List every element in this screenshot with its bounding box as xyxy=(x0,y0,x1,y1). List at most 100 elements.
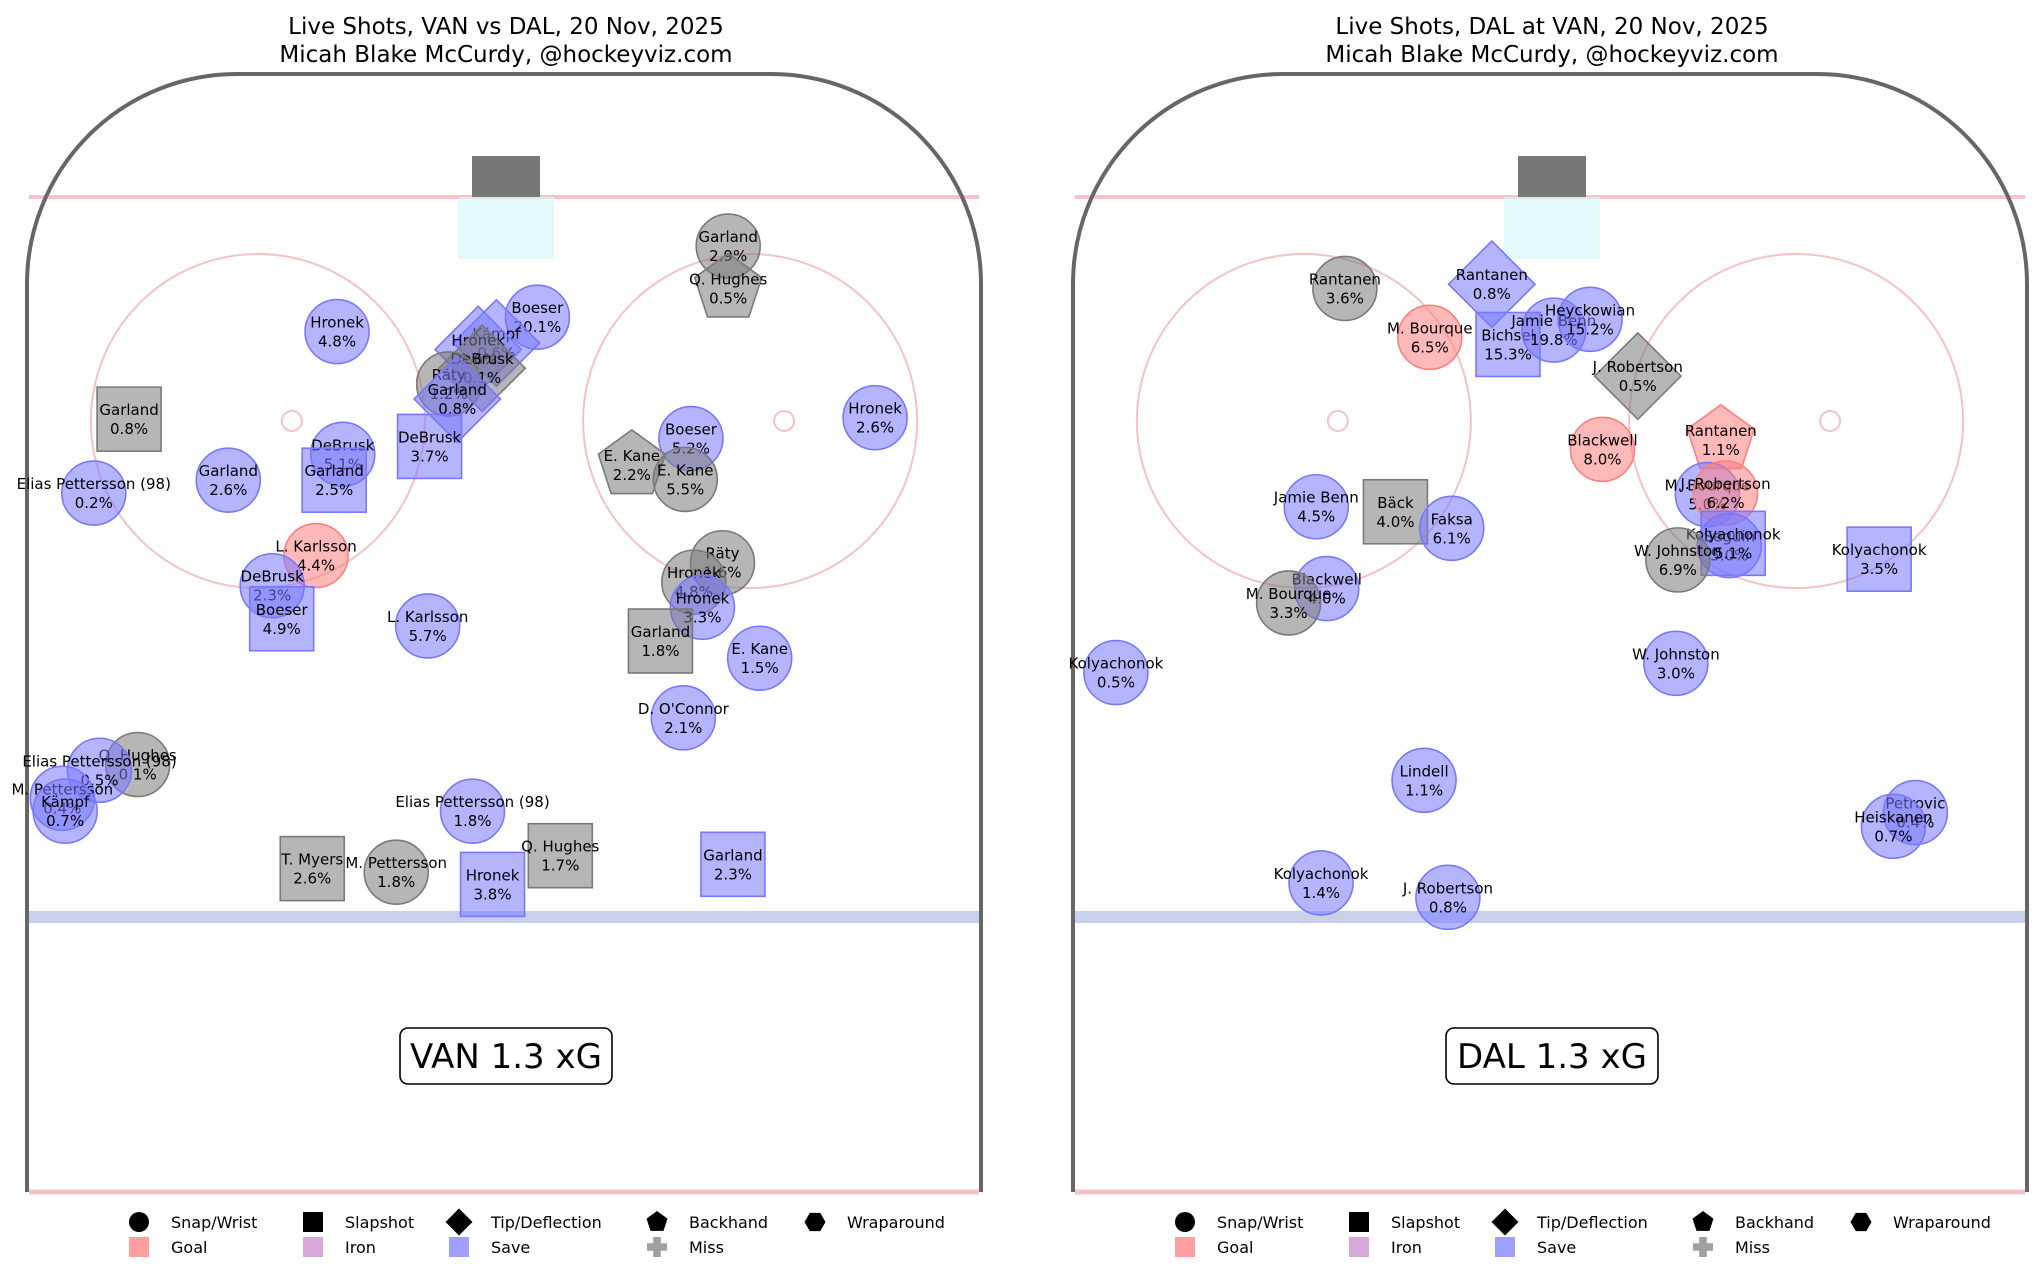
shot-xg-label: 4.0% xyxy=(1376,513,1414,531)
rink-surface xyxy=(1071,72,2029,1195)
rink-boards xyxy=(1071,72,2029,1192)
legend-diamond-icon xyxy=(445,1208,473,1236)
shot-pentagon-miss xyxy=(693,252,763,318)
shot-circle-goal xyxy=(1396,304,1463,371)
shot-xg-label: 1.5% xyxy=(741,659,779,677)
legend-label: Miss xyxy=(689,1238,724,1257)
shot-xg-label: 0.7% xyxy=(1874,827,1912,845)
shot-player-label: Rantanen xyxy=(1685,422,1757,440)
legend-miss-icon xyxy=(647,1237,667,1257)
legend-label: Iron xyxy=(1391,1238,1422,1257)
shot-player-label: DeBrusk xyxy=(241,568,305,586)
legend-label: Snap/Wrist xyxy=(171,1213,257,1232)
shot-circle-miss xyxy=(363,839,429,906)
goal-net xyxy=(472,156,540,197)
shot-player-label: Q. Hughes xyxy=(689,270,767,288)
shot-circle-save xyxy=(32,778,98,844)
shot-xg-label: 15.2% xyxy=(1566,320,1614,338)
shot-circle-save xyxy=(439,778,506,844)
rink-boards xyxy=(25,72,983,1192)
legend-label: Wraparound xyxy=(847,1213,945,1232)
shot-xg-label: 6.2% xyxy=(1706,494,1744,512)
shot-player-label: T. Myers xyxy=(280,851,343,869)
shot-player-label: W. Johnston xyxy=(1634,542,1722,560)
shot-xg-label: 15.3% xyxy=(1484,345,1532,363)
legend-label: Wraparound xyxy=(1893,1213,1991,1232)
shot-player-label: M. Bourque xyxy=(1246,585,1332,603)
shot-player-label: J. Robertson xyxy=(1679,475,1770,493)
shot-circle-save xyxy=(1283,473,1350,540)
legend-iron-icon xyxy=(1349,1237,1369,1257)
shot-player-label: E. Kane xyxy=(604,447,661,465)
shot-player-label: M. Bourque xyxy=(1387,319,1473,337)
shot-xg-label: 0.5% xyxy=(709,289,747,307)
shot-player-label: Garland xyxy=(699,228,758,246)
legend-label: Save xyxy=(491,1238,530,1257)
legend-label: Save xyxy=(1537,1238,1576,1257)
shot-xg-label: 1.4% xyxy=(1302,884,1340,902)
shot-circle-save xyxy=(394,593,461,659)
legend-circle-icon xyxy=(1175,1212,1195,1232)
rink-surface xyxy=(25,72,983,1195)
shot-player-label: E. Kane xyxy=(657,461,714,479)
legend-iron-icon xyxy=(303,1237,323,1257)
shot-square-save xyxy=(1700,510,1766,577)
shot-player-label: J. Robertson xyxy=(1402,879,1493,897)
shot-marker: Elias Pettersson (98)0.2% xyxy=(17,460,171,526)
shot-player-label: Garland xyxy=(305,462,364,480)
legend-label: Iron xyxy=(345,1238,376,1257)
shot-player-label: Rantanen xyxy=(1309,270,1381,288)
shot-square-miss xyxy=(527,822,594,889)
shot-xg-label: 3.3% xyxy=(1270,604,1308,622)
shot-xg-label: 5.5% xyxy=(666,480,704,498)
goal-crease xyxy=(458,197,554,259)
shot-circle-save xyxy=(1418,495,1485,562)
shot-player-label: Lindell xyxy=(1400,762,1449,780)
shot-diamond-miss xyxy=(1593,331,1683,421)
shot-xg-label: 0.8% xyxy=(110,420,148,438)
legend-label: Snap/Wrist xyxy=(1217,1213,1303,1232)
shot-player-label: L. Karlsson xyxy=(387,608,468,626)
shot-xg-label: 4.9% xyxy=(263,620,301,638)
shot-circle-miss xyxy=(1255,570,1322,636)
shot-xg-label: 3.8% xyxy=(473,885,511,903)
shot-xg-label: 2.6% xyxy=(856,419,894,437)
shot-player-label: Heyckowian xyxy=(1545,301,1635,319)
shot-xg-label: 0.8% xyxy=(438,400,476,418)
shot-xg-label: 1.7% xyxy=(541,857,579,875)
shot-player-label: Bäck xyxy=(1377,494,1414,512)
goal-crease xyxy=(1504,197,1600,259)
chart-subtitle: Micah Blake McCurdy, @hockeyviz.com xyxy=(1325,42,1778,68)
shot-circle-save xyxy=(1415,864,1481,931)
legend-miss-icon xyxy=(1693,1237,1713,1257)
shot-player-label: Hronek xyxy=(310,314,364,332)
shot-pentagon-miss xyxy=(597,428,667,495)
shot-circle-goal xyxy=(1569,416,1636,483)
shot-xg-label: 8.0% xyxy=(1583,450,1621,468)
shot-xg-label: 3.7% xyxy=(411,447,449,465)
legend-save-icon xyxy=(1495,1237,1515,1257)
shot-player-label: Rantanen xyxy=(1456,266,1528,284)
chart-subtitle: Micah Blake McCurdy, @hockeyviz.com xyxy=(279,42,732,68)
shot-player-label: Hronek xyxy=(676,589,730,607)
chart-title: Live Shots, VAN vs DAL, 20 Nov, 2025 xyxy=(288,14,724,40)
shot-xg-label: 2.1% xyxy=(664,719,702,737)
shot-square-miss xyxy=(1362,478,1429,545)
